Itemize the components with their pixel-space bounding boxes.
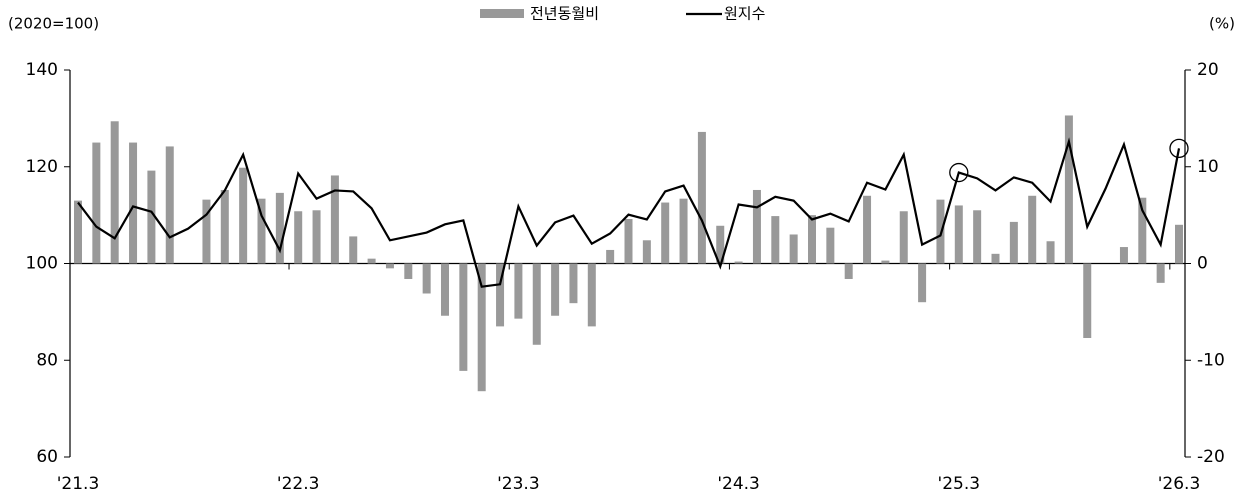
bar [918,263,927,303]
bar [1138,197,1147,264]
bar [679,198,688,264]
y-tick-label: 80 [36,350,58,370]
bar [312,210,321,264]
bar [789,234,798,264]
bar [954,205,963,264]
bar [349,236,358,264]
bar [496,263,505,327]
y-tick-label: 120 [26,157,58,177]
bar [147,170,156,264]
bar [220,189,229,264]
x-tick-label: '26.3 [1158,474,1201,494]
bar [808,215,816,264]
bar [1046,241,1055,264]
bar [532,263,541,345]
bar [863,195,872,264]
bar [716,225,725,264]
x-tick-label: '22.3 [277,474,320,494]
bar [385,263,394,269]
bar [1175,224,1183,264]
bar [1028,195,1037,264]
legend-label: 전년동월비 [530,5,599,23]
bar [330,175,339,264]
bar [459,263,468,371]
bar [257,198,266,264]
bar [844,263,853,279]
bar [991,253,1000,264]
bar [422,263,431,294]
bar [404,263,413,279]
circle-highlight [949,162,969,183]
bar [551,263,560,316]
bar [239,167,248,264]
y-tick-label: 60 [36,447,58,467]
y2-tick-label: 20 [1197,60,1219,80]
y-tick-label: 100 [26,254,58,274]
bar [1119,247,1128,264]
bar [367,258,376,264]
bar [165,146,174,264]
circle-highlight [1169,138,1189,159]
bar [275,192,284,264]
bar [973,210,982,264]
x-tick-label: '21.3 [57,474,100,494]
x-tick-label: '25.3 [938,474,981,494]
y2-tick-label: 10 [1197,157,1219,177]
bar [294,211,303,264]
y-tick-label: 140 [26,60,58,80]
x-tick-label: '24.3 [717,474,760,494]
bar [514,263,523,319]
bar [734,261,743,264]
bar [1083,263,1092,338]
bar [92,142,101,264]
bar [587,263,596,327]
legend-swatch [480,9,524,18]
y2-tick-label: 0 [1197,254,1208,274]
bar [74,200,82,264]
bar [661,202,670,264]
bar [110,121,119,264]
y-axis-label: (2020=100) [8,15,99,33]
bar [899,211,908,264]
bar [202,199,211,264]
bar [441,263,449,316]
bar [1009,221,1018,264]
x-tick-label: '23.3 [497,474,540,494]
bar [606,249,615,264]
y2-axis-label: (%) [1209,15,1235,33]
line [77,137,1181,288]
bar [624,218,633,264]
bar [826,227,835,264]
bar [477,263,486,392]
bar [697,131,706,264]
bar [771,216,780,264]
y2-tick-label: -20 [1197,447,1225,467]
bar [642,240,651,264]
legend-label: 원지수 [724,5,765,23]
bar [1064,115,1073,264]
bar [881,260,890,264]
bar [1156,263,1165,283]
bar [752,189,761,264]
y2-tick-label: -10 [1197,350,1225,370]
bar [129,142,138,264]
bar [569,263,578,304]
